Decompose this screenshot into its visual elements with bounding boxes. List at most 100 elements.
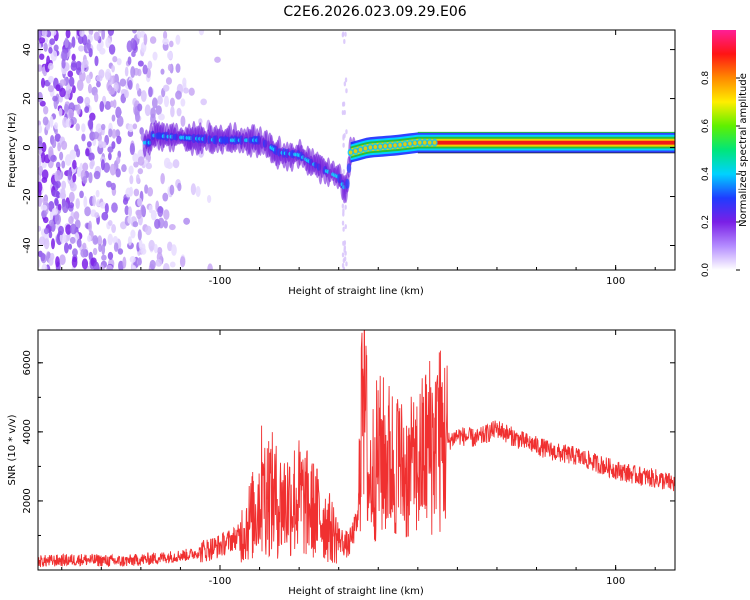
spectrogram-cell (343, 39, 346, 45)
snr-x-ticks: -100 100 (61, 330, 656, 587)
spectrogram-cell (41, 161, 47, 169)
colorbar-ticks: 0.0 0.2 0.4 0.6 0.8 (701, 71, 740, 278)
spectrogram-cell (343, 245, 347, 251)
spectrogram-cell (341, 101, 345, 107)
spectrogram-cell (93, 31, 100, 42)
spectrogram-panel: -100 100 -40 -20 0 20 40 Height of straight l… (7, 29, 676, 297)
spectrogram-cell (180, 98, 186, 107)
spectrogram-cell (113, 82, 119, 92)
spectrogram-cell (54, 127, 58, 135)
spectrogram-cell (207, 194, 212, 204)
spectrogram-cell (42, 196, 48, 205)
spectrogram-cell (150, 210, 157, 221)
spectrogram-cell (38, 195, 43, 207)
colorbar-tick-label: 0.6 (701, 119, 711, 134)
spectrogram-cell (61, 160, 66, 169)
spectrogram-cell (68, 191, 75, 203)
band-cell (422, 140, 427, 145)
spectrogram-cell (180, 115, 186, 127)
spectrogram-cell (65, 224, 72, 235)
x-tick-label: -100 (209, 576, 232, 587)
spectrogram-cell (116, 135, 122, 145)
spectrogram-cell (88, 171, 93, 184)
spectrogram-cell (129, 256, 136, 263)
spectrogram-cell (137, 229, 142, 241)
band-cell (345, 178, 350, 189)
spectrogram-cell (96, 75, 103, 82)
spectrogram-cell (108, 152, 112, 161)
spectrogram-cell (162, 84, 170, 92)
spectrogram-cell (117, 150, 122, 159)
spectrogram-cell (100, 159, 105, 171)
spectrogram-cell (132, 30, 137, 34)
y-tick-label: 6000 (22, 350, 33, 375)
spectrogram-cell (115, 168, 121, 178)
spectrogram-cell (97, 30, 102, 34)
spectrogram-cell (175, 34, 181, 45)
spectrogram-cell (182, 77, 187, 87)
spectrogram-cell (145, 162, 153, 170)
spectrogram-cell (107, 146, 114, 153)
spectrogram-cell (55, 180, 61, 189)
spectrogram-cell (214, 56, 221, 63)
spectrogram-cell (345, 261, 348, 267)
spectrogram-cell (68, 216, 74, 225)
spectrogram-cell (81, 34, 88, 46)
spectrogram-cell (98, 243, 103, 253)
spectrogram-cell (101, 254, 107, 261)
spectrogram-cell (127, 79, 133, 90)
spectrogram-cell (103, 162, 111, 173)
spectrogram-cell (172, 159, 180, 169)
spectrogram-cell (115, 129, 121, 138)
spectrogram-cell (58, 225, 64, 236)
spectrogram-cell (163, 95, 170, 108)
spectrogram-cell (137, 168, 144, 175)
spectrogram-cell (160, 68, 165, 75)
spectrogram-cell (94, 212, 100, 219)
spectrogram-cell (110, 182, 116, 191)
spectrogram-cell (107, 233, 114, 246)
band-cell (353, 149, 358, 154)
spectrogram-y-label: Frequency (Hz) (7, 112, 18, 188)
spectrogram-cell (71, 36, 76, 48)
spectrogram-cell (136, 209, 142, 220)
spectrogram-cell (153, 243, 158, 254)
spectrogram-cell (93, 261, 100, 270)
spectrogram-cell (130, 229, 136, 239)
spectrogram-cell (140, 90, 147, 102)
spectrogram-cell (69, 223, 77, 235)
spectrogram-cell (48, 230, 53, 239)
spectrogram-cell (72, 248, 78, 257)
spectrogram-cell (148, 204, 153, 214)
spectrogram-cell (55, 169, 62, 182)
spectrogram-cell (50, 30, 57, 37)
spectrogram-cell (67, 108, 74, 120)
spectrogram-cell (99, 101, 105, 113)
spectrogram-cell (51, 138, 57, 149)
spectrogram-cell (101, 30, 106, 40)
spectrogram-band (142, 120, 675, 204)
spectrogram-cell (133, 188, 140, 197)
spectrogram-cell (42, 116, 49, 126)
spectrogram-cell (61, 48, 68, 61)
spectrogram-cell (89, 160, 94, 170)
spectrogram-cell (108, 128, 113, 138)
spectrogram-cell (74, 219, 81, 230)
spectrogram-cell (59, 79, 67, 86)
spectrogram-cell (68, 202, 75, 209)
colorbar-tick-label: 0.0 (701, 263, 711, 278)
spectrogram-cell (135, 174, 140, 184)
y-tick-label: -40 (22, 237, 33, 253)
spectrogram-cell (137, 257, 142, 266)
band-cell (408, 141, 412, 146)
spectrogram-cell (132, 221, 139, 228)
band-cell (373, 144, 378, 149)
spectrogram-cell (131, 51, 136, 58)
spectrogram-cell (167, 51, 173, 60)
spectrogram-cell (81, 258, 89, 270)
spectrogram-cell (144, 225, 152, 236)
spectrogram-cell (85, 74, 91, 84)
spectrogram-cell (137, 60, 144, 67)
spectrogram-cell (64, 37, 69, 49)
spectrogram-cell (41, 66, 46, 75)
